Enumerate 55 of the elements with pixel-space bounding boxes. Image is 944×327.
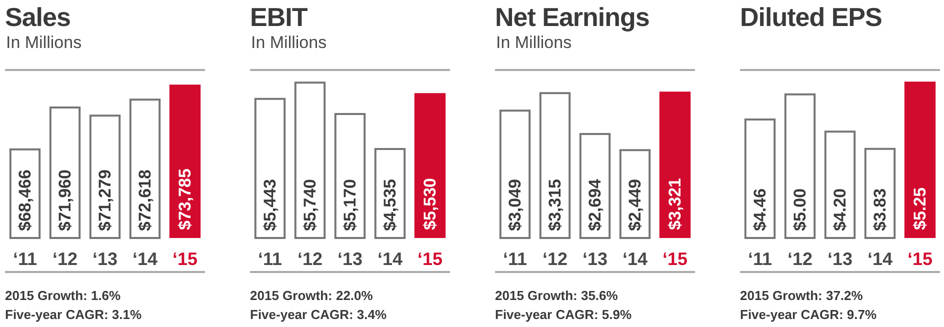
chart-subtitle: In Millions [251, 33, 327, 53]
chart-subtitle: In Millions [6, 33, 82, 53]
data-label: $5,443 [260, 179, 280, 231]
data-label: $3,315 [546, 179, 564, 231]
x-tick-label: ‘11 [258, 249, 282, 269]
x-tick-label: ‘13 [92, 249, 118, 269]
data-label: $72,618 [136, 170, 154, 231]
chart-title: EBIT [250, 2, 308, 33]
x-tick-label: ‘13 [827, 249, 853, 269]
text: 2015 Growth: 35.6% [495, 288, 618, 303]
data-label: $2,694 [586, 178, 604, 231]
x-tick-label: ‘12 [297, 249, 323, 269]
data-label: $3,049 [506, 179, 524, 231]
data-label: $71,279 [96, 170, 114, 231]
x-tick-label: ‘14 [377, 249, 403, 269]
x-tick-label: ‘11 [748, 249, 772, 269]
x-tick-label: ‘12 [787, 249, 813, 269]
data-label: $68,466 [16, 170, 34, 231]
data-label: $5.25 [910, 187, 930, 230]
data-label: $4.20 [830, 188, 850, 231]
text: 2015 Growth: 22.0% [250, 288, 373, 303]
data-label: $5,740 [300, 179, 320, 231]
text: Five-year CAGR: 5.9% [495, 307, 632, 322]
data-label: $5.00 [790, 188, 810, 231]
x-tick-label: ‘15 [662, 249, 688, 269]
data-label: $2,449 [626, 179, 644, 231]
data-label: $4.46 [750, 188, 770, 231]
data-label: $71,960 [56, 170, 74, 231]
text: 2015 Growth: 1.6% [5, 288, 121, 303]
x-tick-label: ‘15 [417, 249, 443, 269]
x-tick-label: ‘14 [132, 249, 158, 269]
data-label: $5,530 [420, 178, 440, 230]
x-tick-label: ‘12 [52, 249, 78, 269]
data-label: $4,535 [380, 179, 400, 231]
x-tick-label: ‘13 [337, 249, 363, 269]
chart-title: Sales [5, 2, 70, 33]
x-tick-label: ‘13 [582, 249, 608, 269]
data-label: $5,170 [340, 179, 360, 231]
x-tick-label: ‘15 [172, 249, 198, 269]
x-tick-label: ‘14 [622, 249, 648, 269]
x-tick-label: ‘11 [502, 249, 528, 269]
x-tick-label: ‘11 [12, 249, 38, 269]
chart-title: Net Earnings [495, 2, 650, 33]
chart-title: Diluted EPS [740, 2, 882, 33]
text: Five-year CAGR: 3.4% [250, 307, 387, 322]
text: 2015 Growth: 37.2% [740, 288, 863, 303]
x-tick-label: ‘14 [867, 249, 893, 269]
x-tick-label: ‘12 [542, 249, 568, 269]
text: Five-year CAGR: 9.7% [740, 307, 877, 322]
data-label: $3,321 [666, 178, 684, 230]
data-label: $3.83 [870, 188, 890, 231]
chart-subtitle: In Millions [496, 33, 572, 53]
x-tick-label: ‘15 [907, 249, 933, 269]
data-label: $73,785 [176, 168, 194, 230]
text: Five-year CAGR: 3.1% [5, 307, 142, 322]
